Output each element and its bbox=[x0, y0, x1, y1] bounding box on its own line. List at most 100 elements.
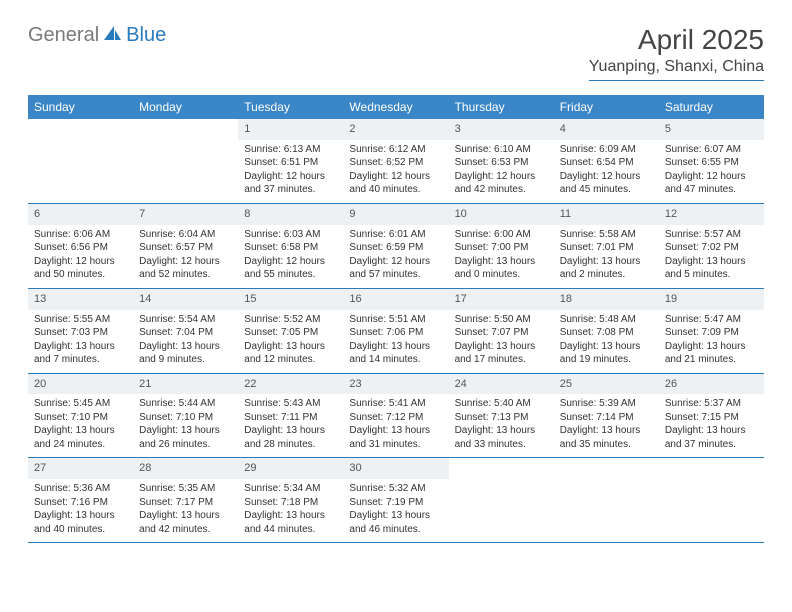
page-title: April 2025 bbox=[589, 24, 764, 56]
day-body: Sunrise: 5:41 AMSunset: 7:12 PMDaylight:… bbox=[343, 394, 448, 457]
day-number: 14 bbox=[133, 289, 238, 310]
sunset-line: Sunset: 7:05 PM bbox=[244, 326, 337, 340]
daylight-line: Daylight: 13 hours and 46 minutes. bbox=[349, 509, 442, 536]
calendar-cell: 8Sunrise: 6:03 AMSunset: 6:58 PMDaylight… bbox=[238, 204, 343, 288]
day-number: 21 bbox=[133, 374, 238, 395]
daylight-line: Daylight: 13 hours and 2 minutes. bbox=[560, 255, 653, 282]
day-body: Sunrise: 5:32 AMSunset: 7:19 PMDaylight:… bbox=[343, 479, 448, 542]
sunrise-line: Sunrise: 6:00 AM bbox=[455, 228, 548, 242]
day-body: Sunrise: 5:34 AMSunset: 7:18 PMDaylight:… bbox=[238, 479, 343, 542]
day-number: 9 bbox=[343, 204, 448, 225]
sunrise-line: Sunrise: 5:51 AM bbox=[349, 313, 442, 327]
weekday-header: Friday bbox=[554, 95, 659, 119]
calendar-cell: 27Sunrise: 5:36 AMSunset: 7:16 PMDayligh… bbox=[28, 458, 133, 542]
sunset-line: Sunset: 7:04 PM bbox=[139, 326, 232, 340]
day-number: 20 bbox=[28, 374, 133, 395]
day-body: Sunrise: 5:47 AMSunset: 7:09 PMDaylight:… bbox=[659, 310, 764, 373]
calendar-cell: 26Sunrise: 5:37 AMSunset: 7:15 PMDayligh… bbox=[659, 374, 764, 458]
calendar-cell: 24Sunrise: 5:40 AMSunset: 7:13 PMDayligh… bbox=[449, 374, 554, 458]
sunset-line: Sunset: 6:54 PM bbox=[560, 156, 653, 170]
daylight-line: Daylight: 12 hours and 50 minutes. bbox=[34, 255, 127, 282]
daylight-line: Daylight: 13 hours and 28 minutes. bbox=[244, 424, 337, 451]
day-body: Sunrise: 5:57 AMSunset: 7:02 PMDaylight:… bbox=[659, 225, 764, 288]
location-text: Yuanping, Shanxi, China bbox=[589, 58, 764, 81]
calendar-row: 13Sunrise: 5:55 AMSunset: 7:03 PMDayligh… bbox=[28, 289, 764, 374]
sunset-line: Sunset: 7:10 PM bbox=[139, 411, 232, 425]
day-number: 19 bbox=[659, 289, 764, 310]
daylight-line: Daylight: 12 hours and 52 minutes. bbox=[139, 255, 232, 282]
calendar-cell: 7Sunrise: 6:04 AMSunset: 6:57 PMDaylight… bbox=[133, 204, 238, 288]
sunrise-line: Sunrise: 5:52 AM bbox=[244, 313, 337, 327]
day-number: 11 bbox=[554, 204, 659, 225]
sunrise-line: Sunrise: 5:45 AM bbox=[34, 397, 127, 411]
logo: General Blue bbox=[28, 24, 166, 47]
sunset-line: Sunset: 7:11 PM bbox=[244, 411, 337, 425]
sunrise-line: Sunrise: 5:50 AM bbox=[455, 313, 548, 327]
daylight-line: Daylight: 12 hours and 37 minutes. bbox=[244, 170, 337, 197]
sunrise-line: Sunrise: 5:47 AM bbox=[665, 313, 758, 327]
sunrise-line: Sunrise: 5:44 AM bbox=[139, 397, 232, 411]
calendar-cell: 13Sunrise: 5:55 AMSunset: 7:03 PMDayligh… bbox=[28, 289, 133, 373]
calendar-cell: 20Sunrise: 5:45 AMSunset: 7:10 PMDayligh… bbox=[28, 374, 133, 458]
header: General Blue April 2025 Yuanping, Shanxi… bbox=[28, 24, 764, 81]
day-number: 2 bbox=[343, 119, 448, 140]
day-number: 7 bbox=[133, 204, 238, 225]
calendar-cell: 10Sunrise: 6:00 AMSunset: 7:00 PMDayligh… bbox=[449, 204, 554, 288]
day-body: Sunrise: 6:03 AMSunset: 6:58 PMDaylight:… bbox=[238, 225, 343, 288]
calendar-cell: 23Sunrise: 5:41 AMSunset: 7:12 PMDayligh… bbox=[343, 374, 448, 458]
calendar-cell: . bbox=[28, 119, 133, 203]
day-body: Sunrise: 5:45 AMSunset: 7:10 PMDaylight:… bbox=[28, 394, 133, 457]
daylight-line: Daylight: 13 hours and 19 minutes. bbox=[560, 340, 653, 367]
sunrise-line: Sunrise: 6:12 AM bbox=[349, 143, 442, 157]
day-body: Sunrise: 6:12 AMSunset: 6:52 PMDaylight:… bbox=[343, 140, 448, 203]
sunrise-line: Sunrise: 5:36 AM bbox=[34, 482, 127, 496]
calendar-cell: 21Sunrise: 5:44 AMSunset: 7:10 PMDayligh… bbox=[133, 374, 238, 458]
calendar-cell: 15Sunrise: 5:52 AMSunset: 7:05 PMDayligh… bbox=[238, 289, 343, 373]
day-number: 8 bbox=[238, 204, 343, 225]
sunrise-line: Sunrise: 6:04 AM bbox=[139, 228, 232, 242]
sunrise-line: Sunrise: 6:01 AM bbox=[349, 228, 442, 242]
sunrise-line: Sunrise: 5:39 AM bbox=[560, 397, 653, 411]
sunrise-line: Sunrise: 5:34 AM bbox=[244, 482, 337, 496]
sunset-line: Sunset: 7:07 PM bbox=[455, 326, 548, 340]
day-body: Sunrise: 5:51 AMSunset: 7:06 PMDaylight:… bbox=[343, 310, 448, 373]
calendar-cell: 29Sunrise: 5:34 AMSunset: 7:18 PMDayligh… bbox=[238, 458, 343, 542]
daylight-line: Daylight: 13 hours and 35 minutes. bbox=[560, 424, 653, 451]
sunrise-line: Sunrise: 5:43 AM bbox=[244, 397, 337, 411]
daylight-line: Daylight: 13 hours and 14 minutes. bbox=[349, 340, 442, 367]
day-body: Sunrise: 5:58 AMSunset: 7:01 PMDaylight:… bbox=[554, 225, 659, 288]
day-body: Sunrise: 6:04 AMSunset: 6:57 PMDaylight:… bbox=[133, 225, 238, 288]
calendar-cell: 28Sunrise: 5:35 AMSunset: 7:17 PMDayligh… bbox=[133, 458, 238, 542]
daylight-line: Daylight: 13 hours and 42 minutes. bbox=[139, 509, 232, 536]
weekday-header: Sunday bbox=[28, 95, 133, 119]
daylight-line: Daylight: 12 hours and 42 minutes. bbox=[455, 170, 548, 197]
day-number: 5 bbox=[659, 119, 764, 140]
day-body: Sunrise: 6:00 AMSunset: 7:00 PMDaylight:… bbox=[449, 225, 554, 288]
sunset-line: Sunset: 6:51 PM bbox=[244, 156, 337, 170]
calendar-body: .. 1Sunrise: 6:13 AMSunset: 6:51 PMDaylig… bbox=[28, 119, 764, 543]
day-number: 3 bbox=[449, 119, 554, 140]
sunrise-line: Sunrise: 6:07 AM bbox=[665, 143, 758, 157]
day-number: 16 bbox=[343, 289, 448, 310]
day-body: Sunrise: 5:35 AMSunset: 7:17 PMDaylight:… bbox=[133, 479, 238, 542]
calendar-cell: 1Sunrise: 6:13 AMSunset: 6:51 PMDaylight… bbox=[238, 119, 343, 203]
sunset-line: Sunset: 7:02 PM bbox=[665, 241, 758, 255]
day-body: Sunrise: 5:44 AMSunset: 7:10 PMDaylight:… bbox=[133, 394, 238, 457]
daylight-line: Daylight: 13 hours and 9 minutes. bbox=[139, 340, 232, 367]
day-number: 4 bbox=[554, 119, 659, 140]
day-number: 29 bbox=[238, 458, 343, 479]
sunrise-line: Sunrise: 6:13 AM bbox=[244, 143, 337, 157]
sunrise-line: Sunrise: 5:57 AM bbox=[665, 228, 758, 242]
sunset-line: Sunset: 6:56 PM bbox=[34, 241, 127, 255]
calendar: SundayMondayTuesdayWednesdayThursdayFrid… bbox=[28, 95, 764, 543]
sunset-line: Sunset: 7:19 PM bbox=[349, 496, 442, 510]
day-body: Sunrise: 6:10 AMSunset: 6:53 PMDaylight:… bbox=[449, 140, 554, 203]
calendar-row: ..1Sunrise: 6:13 AMSunset: 6:51 PMDaylig… bbox=[28, 119, 764, 204]
day-body: Sunrise: 6:01 AMSunset: 6:59 PMDaylight:… bbox=[343, 225, 448, 288]
calendar-cell: . bbox=[659, 458, 764, 542]
calendar-row: 6Sunrise: 6:06 AMSunset: 6:56 PMDaylight… bbox=[28, 204, 764, 289]
calendar-cell: 17Sunrise: 5:50 AMSunset: 7:07 PMDayligh… bbox=[449, 289, 554, 373]
daylight-line: Daylight: 13 hours and 0 minutes. bbox=[455, 255, 548, 282]
day-body: Sunrise: 5:36 AMSunset: 7:16 PMDaylight:… bbox=[28, 479, 133, 542]
calendar-cell: 5Sunrise: 6:07 AMSunset: 6:55 PMDaylight… bbox=[659, 119, 764, 203]
